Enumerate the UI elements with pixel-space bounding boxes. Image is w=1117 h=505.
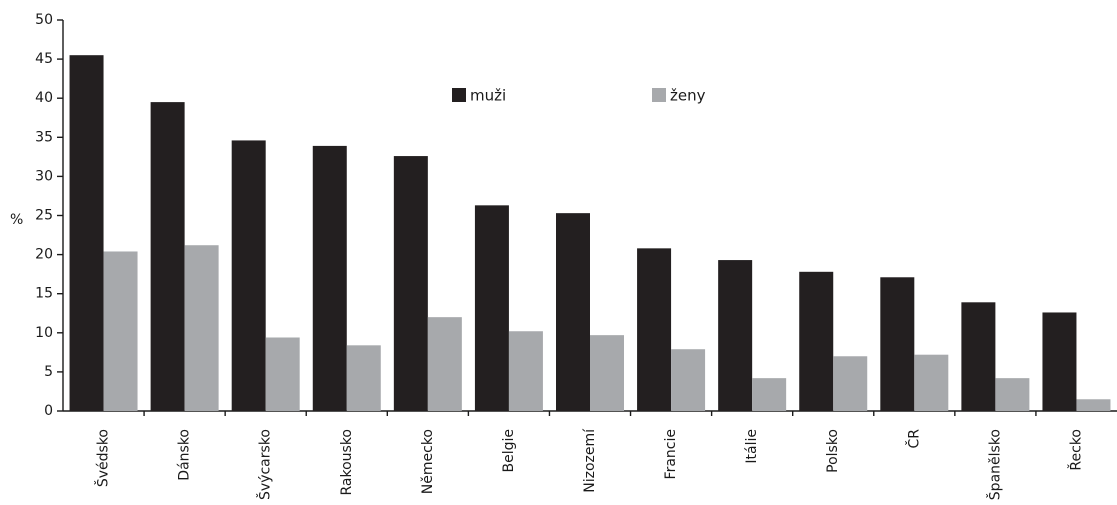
x-tick-label: Dánsko <box>177 429 193 481</box>
legend-label-muzi: muži <box>470 87 506 105</box>
bar-muzi <box>393 156 428 411</box>
x-tick-label: Nizozemí <box>582 428 598 493</box>
y-tick-label: 15 <box>35 286 53 302</box>
bar-muzi <box>312 145 347 412</box>
x-tick-label: Španělsko <box>985 429 1003 500</box>
y-axis: 0 5 10 15 20 25 30 35 40 45 50 <box>35 12 64 419</box>
bar-zeny <box>590 335 624 411</box>
y-axis-label: % <box>10 212 23 228</box>
y-tick-label: 5 <box>44 364 53 380</box>
x-tick-label: Švédsko <box>94 429 112 487</box>
y-tick-label: 40 <box>35 90 53 106</box>
bar-muzi <box>799 271 834 411</box>
x-tick-label: Německo <box>420 429 436 494</box>
x-tick-label: Rakousko <box>339 429 355 496</box>
y-tick-label: 20 <box>35 247 53 263</box>
bar-muzi <box>1042 312 1077 411</box>
bar-muzi <box>556 213 590 411</box>
legend-swatch-muzi <box>452 88 466 102</box>
y-tick-label: 50 <box>35 12 53 28</box>
bar-muzi <box>637 248 672 411</box>
bar-zeny <box>671 349 706 411</box>
bar-zeny <box>427 317 462 411</box>
x-tick-label: Švýcarsko <box>256 429 274 500</box>
bar-zeny <box>833 356 868 411</box>
y-tick-label: 10 <box>35 325 53 341</box>
bar-zeny <box>103 251 138 411</box>
bar-zeny <box>508 331 543 411</box>
bar-muzi <box>718 260 753 411</box>
legend-swatch-zeny <box>652 88 666 102</box>
x-tick-label: Belgie <box>501 429 517 473</box>
bar-muzi <box>474 205 509 411</box>
bar-zeny <box>265 337 300 411</box>
bar-zeny <box>346 345 381 411</box>
y-tick-label: 30 <box>35 168 53 184</box>
bars <box>69 55 1111 412</box>
bar-zeny <box>752 378 787 411</box>
y-tick-label: 25 <box>35 208 53 224</box>
x-axis <box>63 410 1117 416</box>
bar-muzi <box>69 55 104 411</box>
x-tick-label: ČR <box>904 429 922 449</box>
bar-zeny <box>184 245 219 411</box>
x-tick-label: Řecko <box>1067 429 1084 471</box>
y-tick-label: 35 <box>35 129 53 145</box>
legend-label-zeny: ženy <box>670 87 706 105</box>
bar-muzi <box>961 302 996 411</box>
x-tick-label: Francie <box>663 429 679 479</box>
bar-zeny <box>995 378 1030 411</box>
bar-zeny <box>1076 399 1111 411</box>
bar-muzi <box>150 102 185 412</box>
x-tick-label: Itálie <box>744 429 760 464</box>
x-tick-label: Polsko <box>825 429 841 473</box>
y-tick-label: 45 <box>35 51 53 67</box>
bar-muzi <box>880 277 915 411</box>
x-tick-labels: Švédsko Dánsko Švýcarsko Rakousko Německo Bel… <box>94 428 1085 500</box>
bar-zeny <box>914 354 949 411</box>
y-tick-label: 0 <box>44 403 53 419</box>
legend: muži ženy <box>452 87 706 105</box>
bar-muzi <box>231 140 266 412</box>
